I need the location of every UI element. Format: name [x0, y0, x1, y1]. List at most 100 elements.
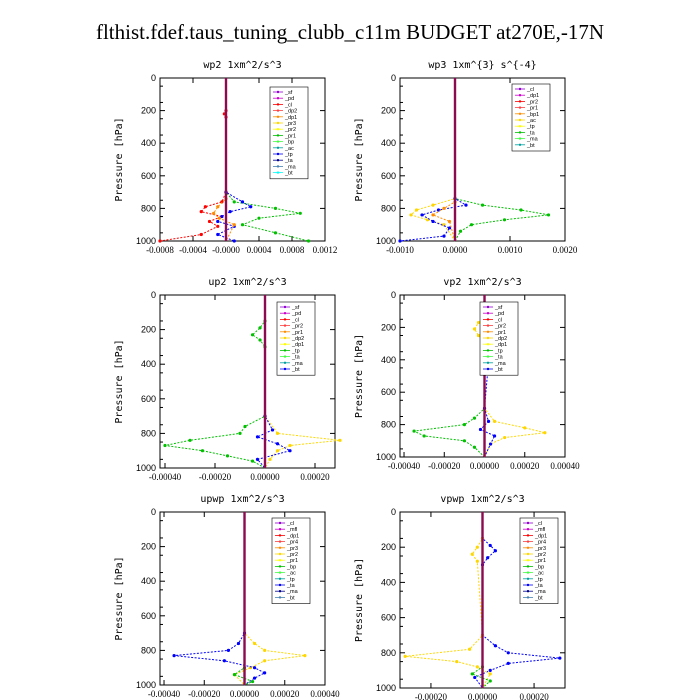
legend-marker — [283, 367, 287, 371]
series-marker — [226, 648, 231, 653]
legend-entry: _pr3 — [284, 121, 296, 127]
series-marker — [240, 200, 245, 204]
legend-entry: _dp1 — [534, 533, 547, 539]
legend-entry: _ta — [526, 130, 536, 136]
y-tick-label: 0 — [391, 73, 396, 83]
series-marker — [232, 223, 236, 227]
legend-entry: _ta — [286, 583, 296, 589]
series-marker — [506, 661, 510, 665]
x-tick-label: 0.00000 — [250, 472, 280, 482]
series-marker — [480, 203, 485, 207]
x-tick-label: 0.00000 — [470, 461, 500, 471]
legend-marker — [486, 312, 490, 315]
legend-marker — [276, 171, 280, 174]
series-marker — [462, 423, 466, 427]
y-tick-label: 1000 — [376, 236, 396, 246]
legend-entry: _pr2 — [494, 324, 506, 330]
legend-marker — [486, 330, 490, 333]
legend-entry: _sf — [291, 305, 300, 311]
legend-entry: _cl — [291, 317, 299, 323]
panel-6: vpwp 1xm^2/s^3 Pressure [hPa] 0 200 400 600 80… — [354, 494, 566, 700]
series-marker — [199, 232, 203, 237]
series-marker — [503, 435, 507, 440]
x-tick-label: 0.00020 — [519, 692, 549, 700]
legend-marker — [278, 521, 282, 525]
legend-marker — [283, 330, 287, 333]
series-marker — [252, 666, 257, 670]
legend-entry: _pr3 — [286, 546, 298, 552]
plot-frame — [159, 294, 336, 469]
series-line-3 — [233, 512, 254, 686]
legend-marker — [278, 546, 282, 549]
series-line-1 — [233, 512, 305, 686]
series-marker — [470, 672, 474, 676]
panel-title: upwp 1xm^2/s^3 — [200, 494, 284, 505]
legend-entry: _ta — [494, 355, 504, 361]
figure-title: flthist.fdef.taus_tuning_clubb_c11m BUDG… — [95, 20, 604, 44]
x-tick-label: 0.00000 — [230, 689, 260, 699]
x-tick-label: -0.00020 — [188, 689, 221, 699]
legend-entry: _dp1 — [526, 93, 539, 99]
legend-entry: _pr2 — [534, 552, 546, 558]
legend-marker — [486, 343, 490, 346]
series-marker — [263, 659, 267, 663]
series-marker — [431, 213, 435, 217]
y-tick-label: 400 — [141, 576, 156, 586]
legend-entry: _ac — [534, 571, 544, 577]
series-marker — [442, 206, 446, 210]
legend-marker — [486, 324, 490, 327]
x-tick-label: 0.00020 — [300, 472, 330, 482]
panel-5: upwp 1xm^2/s^3 Pressure [hPa] 0 200 400 600 80… — [114, 494, 340, 699]
series-marker — [458, 229, 463, 233]
legend-entry: _ma — [286, 589, 299, 595]
y-tick-label: 200 — [141, 106, 156, 116]
series-line-1 — [474, 512, 560, 689]
legend-marker — [526, 596, 530, 599]
legend-entry: _pr1 — [534, 558, 546, 564]
legend-marker — [486, 355, 490, 358]
legend-marker — [518, 137, 522, 140]
series-marker — [268, 457, 272, 461]
y-tick-label: 800 — [141, 645, 156, 655]
legend-entry: _bt — [526, 143, 535, 149]
legend-entry: _pr1 — [286, 558, 298, 564]
series-marker — [303, 653, 307, 658]
legend-entry: _dp1 — [291, 342, 304, 348]
series-marker — [240, 223, 245, 227]
legend-marker — [486, 318, 490, 321]
series-marker — [558, 656, 562, 660]
series-marker — [447, 219, 452, 224]
y-tick-label: 800 — [381, 420, 396, 430]
legend-entry: _pr2 — [284, 127, 296, 133]
series-marker — [422, 434, 426, 438]
series-marker — [492, 419, 497, 423]
series-marker — [216, 219, 220, 224]
series-marker — [250, 333, 255, 337]
series-marker — [398, 239, 402, 243]
legend-entry: _pr1 — [291, 330, 303, 336]
legend-entry: _pd — [284, 96, 294, 102]
legend-marker — [486, 305, 490, 309]
legend-marker — [283, 324, 287, 327]
plot-frame — [159, 511, 326, 686]
legend-marker — [278, 552, 282, 556]
series-marker — [232, 239, 236, 243]
legend-marker — [518, 106, 522, 109]
series-marker — [199, 210, 203, 214]
y-tick-label: 400 — [381, 577, 396, 587]
series-marker — [470, 552, 474, 556]
y-tick-label: 0 — [391, 507, 396, 517]
legend-entry: _mfl — [534, 527, 545, 533]
panel-4: vp2 1xm^2/s^3 Pressure [hPa] 0 200 400 600 800… — [354, 277, 580, 471]
series-marker — [502, 218, 507, 222]
series-line-2 — [174, 512, 266, 686]
legend-entry: _bt — [291, 367, 300, 373]
y-axis-label: Pressure [hPa] — [114, 339, 125, 423]
series-line-3 — [256, 295, 292, 469]
y-tick-label: 400 — [381, 355, 396, 365]
series-marker — [188, 438, 192, 442]
legend-marker — [526, 565, 530, 568]
legend-marker — [526, 552, 530, 556]
legend-marker — [276, 109, 280, 112]
legend-marker — [278, 583, 282, 587]
